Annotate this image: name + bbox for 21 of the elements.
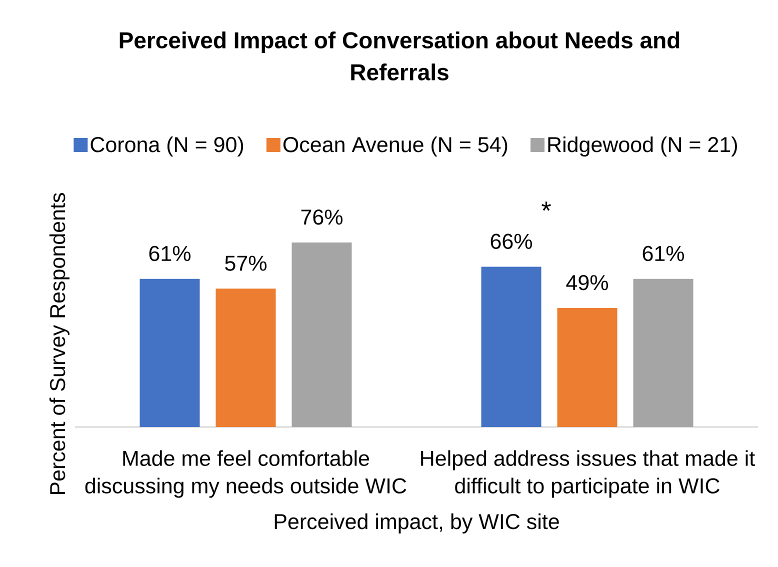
bar (633, 278, 694, 428)
bar (292, 242, 352, 428)
text: * (542, 202, 551, 211)
data-label: 49% (566, 275, 608, 290)
legend-label: Ridgewood (N = 21) (548, 136, 737, 157)
bar (216, 288, 276, 428)
x-tick-label: Made me feel comfortable discussing my needs outside WIC (85, 450, 406, 498)
chart-title: Perceived Impact of Conversation about Needs and Referrals (120, 32, 680, 80)
data-label: 76% (301, 209, 342, 225)
data-label: 66% (490, 234, 532, 249)
data-label: 61% (642, 246, 684, 262)
data-label: 57% (225, 256, 266, 271)
y-axis-title: Percent of Survey Respondents (49, 193, 70, 494)
bar (481, 266, 542, 428)
data-label: 61% (149, 246, 190, 262)
x-tick-label: Helped address issues that made it difficult to participate in WIC (421, 450, 755, 498)
legend-label: Ocean Avenue (N = 54) (283, 136, 508, 156)
legend-label: Corona (N = 90) (90, 136, 244, 156)
bar (557, 308, 618, 428)
bar (140, 278, 200, 428)
x-axis-title: Perceived impact, by WIC site (274, 513, 559, 534)
